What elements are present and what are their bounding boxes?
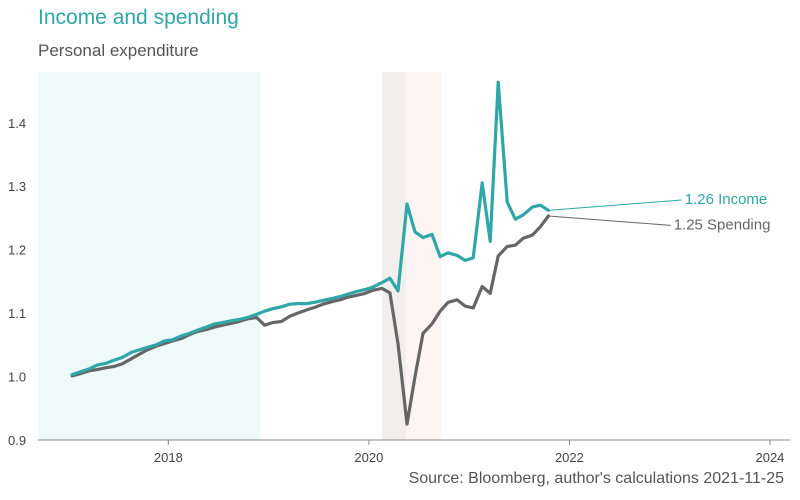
series-line-income: [70, 80, 550, 377]
series-end-labels: 1.26 Income 1.25 Spending: [548, 191, 770, 233]
y-tick-label: 0.9: [8, 433, 26, 448]
y-tick-label: 1.1: [8, 306, 26, 321]
shaded-region-3: [405, 72, 442, 440]
shaded-region-1: [38, 72, 261, 440]
shaded-regions: [38, 72, 442, 440]
leader-line-income: [548, 199, 682, 211]
series-line-spending: [70, 214, 550, 426]
series-lines: [70, 80, 550, 426]
end-label-income: 1.26 Income: [685, 191, 768, 208]
x-tick-label: 2018: [154, 450, 183, 465]
axes: 0.9 1.0 1.1 1.2 1.3 1.4 2018 2020 2022 2024: [8, 116, 790, 465]
y-tick-label: 1.2: [8, 243, 26, 258]
x-tick-label: 2022: [555, 450, 584, 465]
y-tick-label: 1.4: [8, 116, 26, 131]
source-note: Source: Bloomberg, author's calculations…: [408, 470, 784, 487]
x-tick-label: 2020: [354, 450, 383, 465]
y-tick-label: 1.3: [8, 179, 26, 194]
chart-subtitle: Personal expenditure: [38, 41, 199, 60]
chart-title: Income and spending: [38, 6, 239, 29]
x-tick-label: 2024: [755, 450, 784, 465]
y-tick-label: 1.0: [8, 370, 26, 385]
end-label-spending: 1.25 Spending: [674, 216, 771, 233]
leader-line-spending: [548, 215, 671, 226]
